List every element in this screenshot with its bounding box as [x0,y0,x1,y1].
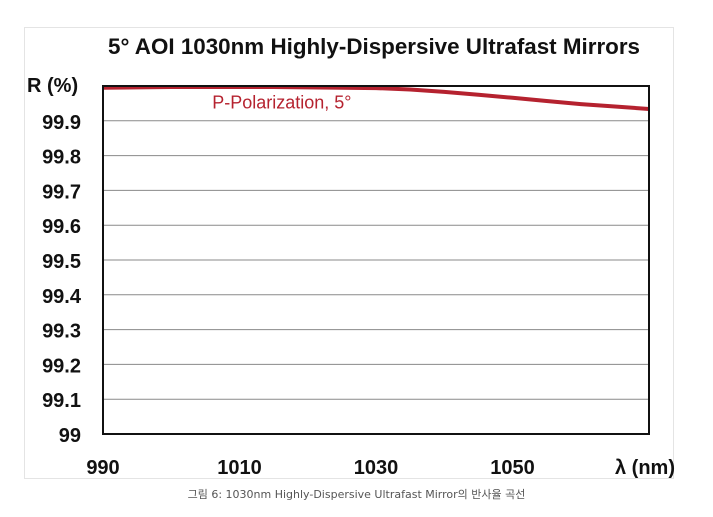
y-axis-label: R (%) [27,75,78,97]
x-tick-label: 990 [86,457,119,479]
series-label: P-Polarization, 5° [212,93,351,113]
y-tick-label: 99.5 [42,251,81,273]
plot-area-frame [102,85,650,435]
series-line [102,85,650,111]
y-tick-label: 99.1 [42,390,81,412]
reflectance-chart: 5° AOI 1030nm Highly-Dispersive Ultrafas… [27,34,675,479]
y-tick-label: 99.6 [42,216,81,238]
y-tick-label: 99.3 [42,321,81,343]
y-tick-label: 99.9 [42,112,81,134]
x-axis-label: λ (nm) [615,457,675,479]
y-tick-label: 99 [59,425,81,447]
figure-caption: 그림 6: 1030nm Highly-Dispersive Ultrafast… [187,488,526,501]
x-tick-label: 1030 [354,457,399,479]
x-tick-label: 1010 [217,457,262,479]
y-tick-label: 99.4 [42,286,82,308]
chart-title: 5° AOI 1030nm Highly-Dispersive Ultrafas… [108,34,640,59]
y-tick-label: 99.7 [42,181,81,203]
y-tick-label: 99.8 [42,147,81,169]
y-tick-label: 99.2 [42,355,81,377]
chart-figure: 5° AOI 1030nm Highly-Dispersive Ultrafas… [24,27,675,479]
x-tick-label: 1050 [490,457,535,479]
